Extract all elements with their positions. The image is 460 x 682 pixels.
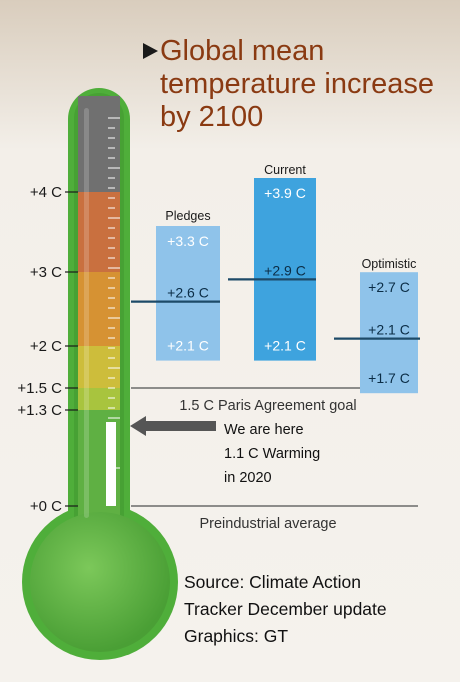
title-arrow-icon [143, 43, 158, 59]
current-label-line-3: in 2020 [224, 470, 272, 486]
bar-low-label: +2.1 C [264, 338, 306, 354]
y-axis-ticks: +0 C +1.3 C +1.5 C +2 C +3 C +4 C [17, 184, 78, 515]
bar-group: Pledges& Targets+3.3 C+2.6 C+2.1 C [131, 209, 220, 361]
band-lime [78, 388, 120, 410]
y-tick-label: +2 C [30, 338, 62, 355]
bar-low-label: +2.1 C [167, 338, 209, 354]
source-line: Source: Climate Action [184, 572, 361, 592]
source-line: Tracker December update [184, 599, 387, 619]
range-bar [360, 272, 418, 394]
y-tick-label: +3 C [30, 264, 62, 281]
bar-category-label: Pledges [165, 209, 210, 223]
tube-gloss [84, 108, 89, 518]
bar-mid-label: +2.1 C [368, 322, 410, 338]
band-amber [78, 272, 120, 346]
bar-high-label: +2.7 C [368, 279, 410, 295]
y-tick-label: +1.5 C [17, 380, 62, 397]
band-orange [78, 192, 120, 272]
title-line-2: temperature increase [160, 68, 434, 100]
bar-category-label: Optimistic [362, 257, 417, 271]
source-credit: Source: Climate Action Tracker December u… [184, 572, 387, 646]
range-bars: Pledges& Targets+3.3 C+2.6 C+2.1 CCurren… [131, 163, 420, 394]
reference-label: 1.5 C Paris Agreement goal [179, 398, 356, 414]
bar-mid-label: +2.9 C [264, 262, 306, 278]
title-line-3: by 2100 [160, 101, 263, 133]
band-yellow [78, 346, 120, 388]
current-label-line-1: We are here [224, 422, 304, 438]
y-tick-label: +4 C [30, 184, 62, 201]
reference-label: Preindustrial average [199, 516, 336, 532]
bar-high-label: +3.9 C [264, 185, 306, 201]
mercury-slit [106, 422, 116, 506]
bulb-inner [30, 512, 170, 652]
source-line: Graphics: GT [184, 626, 288, 646]
bar-mid-label: +2.6 C [167, 285, 209, 301]
thermometer [22, 88, 178, 660]
bar-high-label: +3.3 C [167, 233, 209, 249]
reference-lines: 1.5 C Paris Agreement goal Preindustrial … [131, 387, 418, 532]
y-tick-label: +1.3 C [17, 402, 62, 419]
bar-group: OptimisticTargets+2.7 C+2.1 C+1.7 C [334, 257, 420, 394]
bar-low-label: +1.7 C [368, 370, 410, 386]
chart-title: Global mean temperature increase by 2100 [143, 35, 434, 133]
arrow-left-icon [130, 416, 216, 436]
range-bar [156, 226, 220, 361]
current-label-line-2: 1.1 C Warming [224, 446, 320, 462]
bar-category-label: Current [264, 163, 306, 177]
y-tick-label: +0 C [30, 498, 62, 515]
current-warming-annotation: We are here 1.1 C Warming in 2020 [130, 416, 320, 486]
title-line-1: Global mean [160, 35, 324, 67]
bar-group: CurrentPolicies+3.9 C+2.9 C+2.1 C [228, 163, 316, 361]
range-bar [254, 178, 316, 361]
tube-cap [78, 96, 120, 118]
